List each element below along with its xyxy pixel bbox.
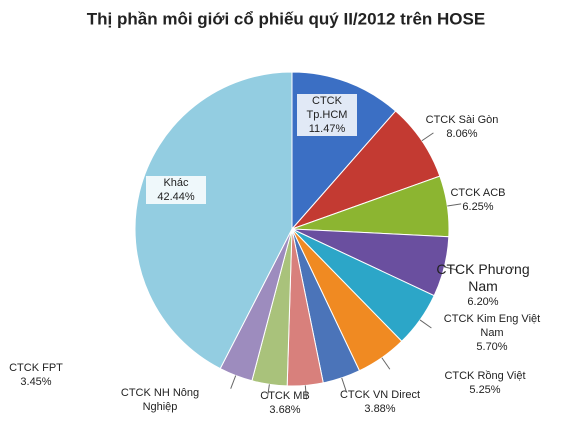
category-label: CTCK NH Nông Nghiệp — [120, 387, 200, 413]
category-label: CTCK MB — [260, 390, 310, 402]
category-label: CTCK Rồng Việt — [444, 370, 526, 382]
slice-label: CTCK Kim Eng Việt Nam 5.70% — [437, 312, 547, 354]
slice-label: CTCK ACB 6.25% — [443, 186, 513, 214]
category-label: CTCK Sài Gòn — [425, 114, 499, 126]
slice-label: CTCK Rồng Việt 5.25% — [435, 369, 535, 397]
slice-label: CTCK Sài Gòn 8.06% — [417, 113, 507, 141]
slice-label: Khác 42.44% — [146, 176, 206, 204]
value-label: 8.06% — [446, 128, 478, 140]
slice-label: CTCK Phương Nam 6.20% — [433, 261, 533, 309]
leader-line — [266, 384, 270, 399]
category-label: CTCK Kim Eng Việt Nam — [443, 313, 541, 339]
value-label: 5.70% — [476, 341, 508, 353]
category-label: CTCK Phương Nam — [436, 261, 530, 294]
slice-label: CTCK VN Direct 3.88% — [325, 388, 435, 416]
category-label: CTCK ACB — [450, 187, 506, 199]
slice-label: CTCK FPT 3.45% — [1, 361, 71, 389]
slice-label: CTCK NH Nông Nghiệp — [115, 386, 205, 414]
leader-line — [421, 132, 434, 142]
value-label: 11.47% — [308, 123, 346, 135]
leader-line — [341, 377, 347, 392]
leader-line — [419, 319, 432, 329]
value-label: 3.88% — [364, 403, 396, 415]
slice-label: CTCK MB 3.68% — [255, 389, 315, 417]
value-label: 6.20% — [467, 296, 499, 308]
category-label: Khác — [163, 177, 189, 189]
value-label: 6.25% — [462, 201, 494, 213]
value-label: 42.44% — [157, 191, 195, 203]
value-label: 5.25% — [469, 384, 501, 396]
value-label: 3.68% — [269, 404, 301, 416]
value-label: 3.45% — [20, 376, 52, 388]
leader-line — [447, 203, 462, 207]
leader-line — [230, 375, 237, 389]
category-label: CTCK VN Direct — [339, 389, 421, 401]
leader-line — [304, 385, 307, 400]
category-label: CTCK Tp.HCM — [306, 95, 348, 121]
chart-title: Thị phần môi giới cổ phiếu quý II/2012 t… — [87, 9, 485, 28]
leader-line — [381, 357, 391, 370]
category-label: CTCK FPT — [9, 362, 63, 374]
leader-line — [444, 266, 459, 271]
pie-slice — [134, 71, 293, 370]
slice-label: CTCK Tp.HCM 11.47% — [297, 94, 357, 136]
